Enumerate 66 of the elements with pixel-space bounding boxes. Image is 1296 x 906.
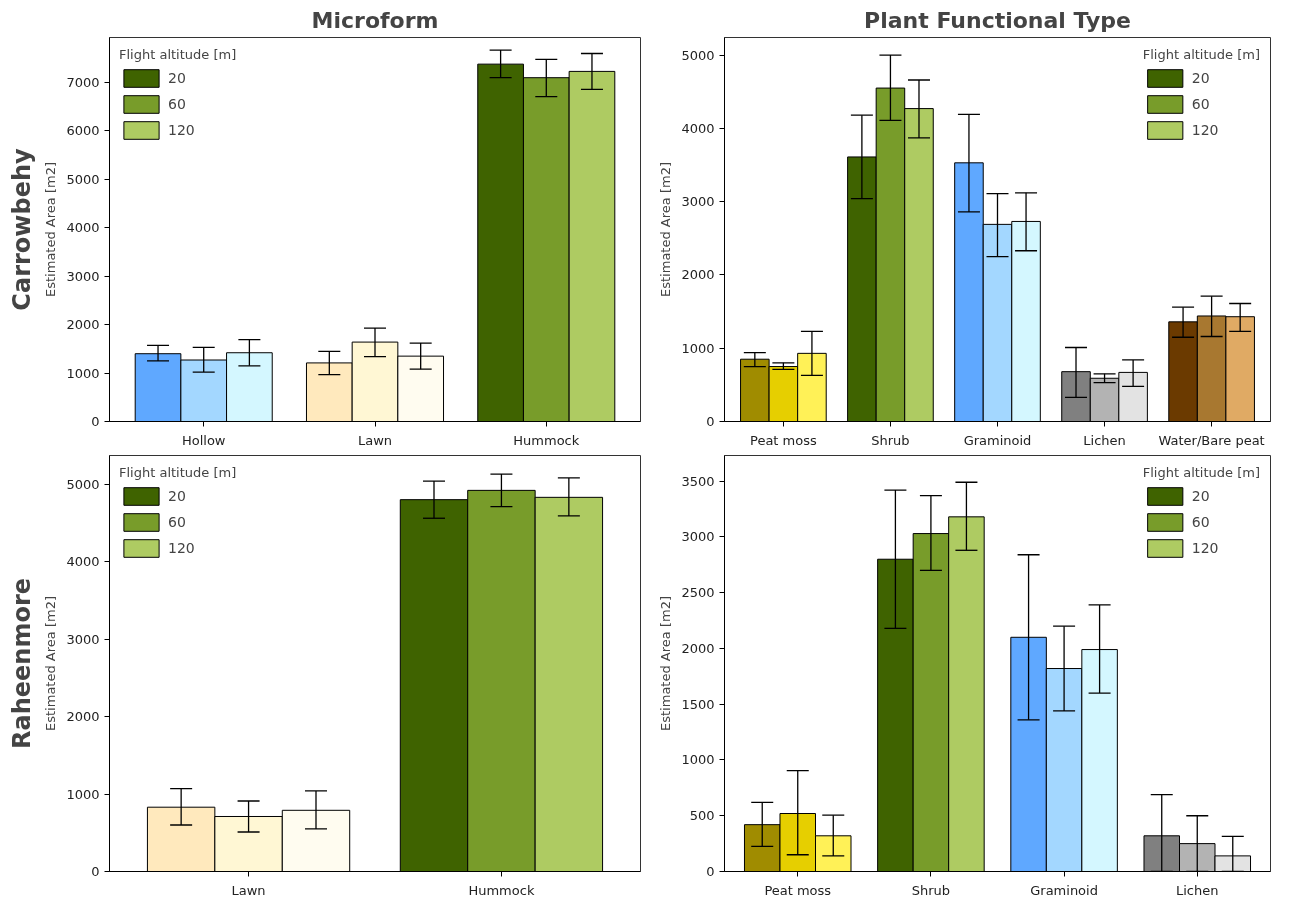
y-tick-label: 3500 (681, 473, 715, 489)
y-tick-label: 1000 (681, 752, 715, 768)
y-tick-label: 2000 (66, 709, 100, 725)
x-tick-label: Graminoid (1030, 882, 1098, 898)
y-tick-label: 500 (689, 808, 715, 824)
y-tick-label: 1000 (681, 340, 715, 356)
x-tick-label: Hummock (468, 882, 535, 898)
y-tick-label: 2000 (681, 267, 715, 283)
y-axis-title: Estimated Area [m2] (43, 162, 59, 297)
y-axis-title: Estimated Area [m2] (43, 596, 59, 731)
legend-title: Flight altitude [m] (119, 47, 237, 62)
legend-label: 20 (168, 488, 187, 504)
legend-label: 60 (168, 96, 187, 112)
y-tick-label: 3000 (66, 631, 100, 647)
y-tick-label: 0 (706, 864, 715, 879)
y-tick-label: 7000 (66, 75, 100, 91)
y-tick-label: 3000 (681, 194, 715, 210)
y-tick-label: 1000 (66, 786, 100, 802)
x-tick-label: Shrub (911, 882, 951, 898)
x-tick-label: Graminoid (963, 432, 1032, 448)
y-tick-label: 3000 (681, 529, 715, 545)
text: Raheenmore (7, 577, 36, 750)
y-tick-label: 5000 (66, 476, 100, 492)
y-tick-label: 0 (706, 414, 715, 429)
legend-label: 20 (168, 70, 187, 86)
x-tick-label: Peat moss (750, 432, 817, 448)
legend-label: 120 (1191, 540, 1219, 556)
y-tick-label: 2500 (681, 585, 715, 601)
x-tick-label: Lawn (231, 882, 266, 898)
legend-label: 60 (168, 514, 187, 530)
y-tick-label: 4000 (681, 120, 715, 136)
y-tick-label: 1500 (681, 696, 715, 712)
legend-title: Flight altitude [m] (1142, 47, 1260, 62)
x-tick-label: Lichen (1176, 882, 1219, 898)
chart-title: Plant Functional Type (864, 7, 1131, 33)
legend-title: Flight altitude [m] (1142, 465, 1260, 480)
legend-title: Flight altitude [m] (119, 465, 237, 480)
x-tick-label: Shrub (871, 432, 910, 448)
legend-label: 20 (1191, 488, 1211, 504)
legend-label: 120 (168, 540, 195, 556)
x-tick-label: Water/Bare peat (1158, 432, 1265, 448)
x-tick-label: Lichen (1083, 432, 1126, 448)
x-tick-label: Hollow (181, 432, 226, 448)
y-tick-label: 0 (91, 864, 100, 879)
x-tick-label: Lawn (357, 432, 393, 448)
y-tick-label: 2000 (681, 640, 715, 656)
y-tick-label: 4000 (66, 220, 100, 236)
legend-label: 60 (1191, 96, 1211, 112)
y-tick-label: 5000 (681, 47, 715, 63)
y-tick-label: 3000 (66, 268, 100, 284)
y-tick-label: 1000 (66, 365, 100, 381)
text: Carrowbehy (7, 147, 36, 311)
legend-label: 60 (1191, 514, 1211, 530)
legend-label: 120 (1191, 122, 1219, 138)
x-tick-label: Hummock (513, 432, 580, 448)
y-tick-label: 4000 (66, 554, 100, 570)
legend-label: 20 (1191, 70, 1211, 86)
chart-title: Microform (311, 7, 439, 33)
y-axis-title: Estimated Area [m2] (658, 596, 674, 731)
y-axis-title: Estimated Area [m2] (658, 162, 674, 297)
y-tick-label: 0 (91, 414, 100, 429)
y-tick-label: 6000 (66, 123, 100, 139)
y-tick-label: 2000 (66, 317, 100, 333)
x-tick-label: Peat moss (764, 882, 832, 898)
legend-label: 120 (168, 122, 195, 138)
y-tick-label: 5000 (66, 171, 100, 187)
